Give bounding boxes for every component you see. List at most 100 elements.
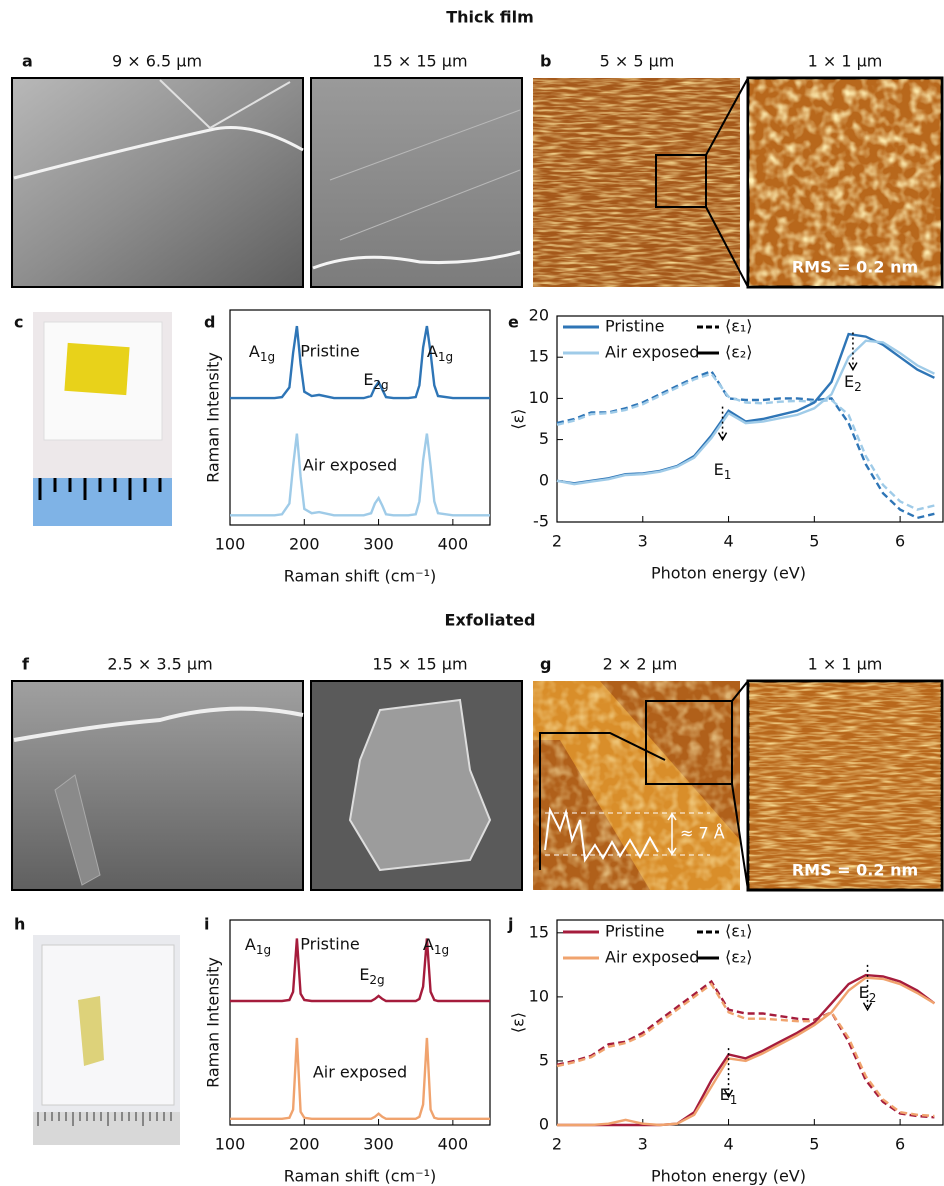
panel-label: i [204, 915, 209, 934]
y-tick-label: 0 [539, 1115, 549, 1134]
transition-label: E2 [859, 983, 877, 1005]
image-label: 2 × 2 μm [603, 655, 678, 674]
sem-image [12, 681, 522, 890]
afm-image [533, 681, 942, 890]
peak-label-sub: 2g [373, 378, 388, 392]
peak-label-main: E [359, 965, 369, 984]
y-tick-label: 5 [539, 429, 549, 448]
peak-label-sub: 1g [256, 943, 271, 957]
sample-photo [33, 935, 180, 1145]
series-label: Air exposed [303, 456, 397, 475]
image-label: 2.5 × 3.5 μm [107, 655, 212, 674]
peak-label-sub: 1g [438, 350, 453, 364]
peak-label: A1g [427, 342, 453, 364]
legend-label: ⟨ε₁⟩ [725, 317, 753, 336]
rms-label: RMS = 0.2 nm [792, 861, 918, 880]
panel-label: j [507, 915, 513, 934]
x-axis-label: Raman shift (cm⁻¹) [284, 567, 437, 586]
panel-label: d [204, 313, 215, 332]
transition-label-sub: 2 [854, 380, 862, 394]
sem-frame [12, 78, 303, 287]
x-axis-label: Raman shift (cm⁻¹) [284, 1167, 437, 1186]
y-tick-label: 5 [539, 1050, 549, 1069]
x-tick-label: 100 [215, 535, 246, 554]
y-tick-label: 10 [529, 986, 549, 1005]
spectrum-line [557, 978, 934, 1125]
peak-label-main: A [245, 935, 256, 954]
legend-label: ⟨ε₁⟩ [725, 922, 753, 941]
transition-label-main: E [844, 372, 854, 391]
plot-frame [230, 310, 490, 525]
transition-label-main: E [714, 460, 724, 479]
sem-image [12, 78, 522, 287]
section-heading: Thick film [446, 8, 534, 27]
image-label: 15 × 15 μm [372, 655, 467, 674]
legend-label: Air exposed [605, 948, 699, 967]
transition-label-main: E [720, 1085, 730, 1104]
y-tick-label: 15 [529, 347, 549, 366]
x-tick-label: 4 [723, 532, 733, 551]
film [64, 343, 129, 395]
x-tick-label: 200 [289, 535, 320, 554]
panel-label: a [22, 52, 33, 71]
transition-label: E1 [720, 1085, 738, 1107]
x-axis-label: Photon energy (eV) [651, 1167, 806, 1186]
figure: Thick filmExfoliatedabcdefghij9 × 6.5 μm… [0, 0, 944, 1186]
transition-label: E2 [844, 372, 862, 394]
peak-label-sub: 2g [369, 973, 384, 987]
transition-label-sub: 1 [730, 1093, 738, 1107]
spectrum-line [557, 982, 934, 1118]
transition-label-sub: 1 [724, 468, 732, 482]
rms-label: RMS = 0.2 nm [792, 258, 918, 277]
step-label: ≈ 7 Å [680, 824, 725, 843]
panel-label: g [540, 655, 551, 674]
panel-label: h [14, 915, 25, 934]
sample-photo [33, 312, 172, 526]
series-label: Pristine [300, 935, 359, 954]
x-tick-label: 6 [895, 1135, 905, 1154]
x-tick-label: 400 [438, 1135, 469, 1154]
annotation-arrowhead [719, 433, 727, 440]
x-tick-label: 2 [552, 1135, 562, 1154]
x-tick-label: 300 [363, 535, 394, 554]
x-tick-label: 100 [215, 1135, 246, 1154]
image-label: 5 × 5 μm [600, 52, 675, 71]
panel-label: b [540, 52, 551, 71]
image-label: 15 × 15 μm [372, 52, 467, 71]
sem-frame [12, 681, 303, 890]
peak-label-main: A [249, 342, 260, 361]
legend-label: Pristine [605, 922, 664, 941]
peak-label: E2g [363, 370, 388, 392]
peak-label-main: E [363, 370, 373, 389]
peak-label-main: A [427, 342, 438, 361]
image-label: 9 × 6.5 μm [112, 52, 202, 71]
legend-label: Pristine [605, 317, 664, 336]
afm-texture [749, 79, 941, 286]
image-label: 1 × 1 μm [808, 52, 883, 71]
series-label: Air exposed [313, 1063, 407, 1082]
x-tick-label: 4 [723, 1135, 733, 1154]
x-tick-label: 400 [438, 535, 469, 554]
peak-label: E2g [359, 965, 384, 987]
substrate [42, 945, 174, 1105]
panel-label: f [22, 655, 30, 674]
spectrum-line [557, 371, 934, 518]
x-tick-label: 3 [638, 1135, 648, 1154]
afm-texture [533, 681, 740, 890]
spectrum-line [557, 374, 934, 510]
y-tick-label: 20 [529, 306, 549, 325]
y-tick-label: 15 [529, 922, 549, 941]
x-tick-label: 200 [289, 1135, 320, 1154]
panel-label: c [14, 313, 23, 332]
spectrum-line [557, 975, 934, 1125]
afm-texture [533, 78, 740, 287]
transition-label-sub: 2 [869, 991, 877, 1005]
x-tick-label: 300 [363, 1135, 394, 1154]
x-tick-label: 5 [809, 532, 819, 551]
peak-label-main: A [423, 935, 434, 954]
transition-label-main: E [859, 983, 869, 1002]
section-heading: Exfoliated [445, 611, 536, 630]
y-axis-label: Raman Intensity [204, 352, 223, 483]
image-label: 1 × 1 μm [808, 655, 883, 674]
x-tick-label: 3 [638, 532, 648, 551]
